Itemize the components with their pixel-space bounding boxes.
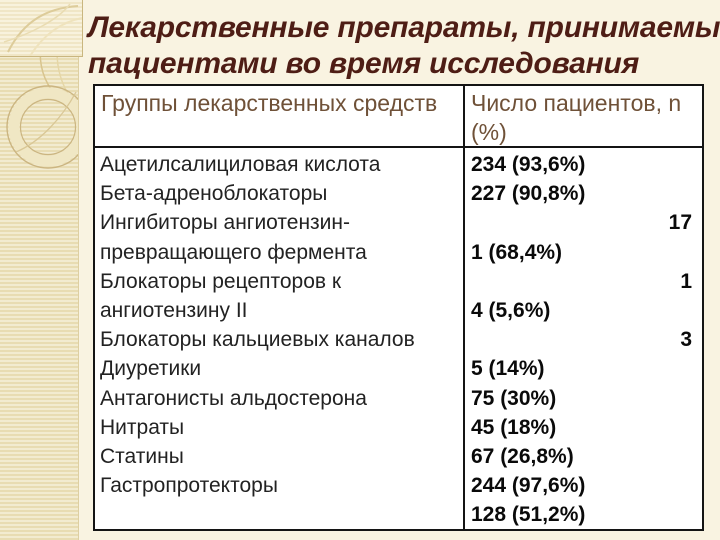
drug-group-line: Антагонисты альдостерона — [100, 386, 367, 410]
drug-group-line: ангиотензину II — [100, 298, 248, 322]
patient-count-cell: 234 (93,6%) 227 (90,8%) 17 1 (68,4%) 1 4… — [465, 148, 702, 529]
drug-group-line: Бета-адреноблокаторы — [100, 182, 328, 206]
value-line: 75 (30%) — [471, 386, 557, 410]
slide-title-line1: Лекарственные препараты, принимаемые — [88, 11, 720, 44]
value-line: 67 (26,8%) — [471, 444, 574, 468]
value-line: 3 — [680, 328, 692, 352]
drug-groups-cell: Ацетилсалициловая кислота Бета-адренобло… — [95, 148, 465, 529]
drug-group-line: Ингибиторы ангиотензин- — [100, 211, 351, 235]
header-drug-groups: Группы лекарственных средств — [95, 86, 465, 148]
medications-table: Группы лекарственных средств Число пацие… — [93, 84, 704, 531]
drug-group-line: Ацетилсалициловая кислота — [100, 153, 381, 176]
value-line: 1 — [680, 269, 692, 293]
drug-group-line: Нитраты — [100, 415, 185, 439]
value-line: 4 (5,6%) — [471, 298, 551, 322]
value-line: 1 (68,4%) — [471, 240, 563, 264]
drug-group-line: Диуретики — [100, 357, 202, 381]
leaf-swoosh-icon — [3, 3, 82, 56]
value-line: 227 (90,8%) — [471, 182, 586, 206]
drug-group-line: превращающего фермента — [100, 240, 367, 264]
value-line: 17 — [668, 211, 692, 235]
slide-title-line2: пациентами во время исследования — [88, 47, 640, 80]
value-line: 45 (18%) — [471, 415, 557, 439]
left-decor-stripe — [0, 0, 79, 540]
value-line: 234 (93,6%) — [471, 153, 586, 176]
value-line: 244 (97,6%) — [471, 474, 586, 498]
corner-ornament — [0, 0, 83, 57]
value-line: 5 (14%) — [471, 357, 545, 381]
ring-ornament-icon — [6, 1, 78, 169]
header-patient-count: Число пациентов, n (%) — [465, 86, 702, 148]
drug-group-line: Блокаторы кальциевых каналов — [100, 328, 415, 352]
drug-group-line — [100, 500, 460, 529]
value-line: 128 (51,2%) — [471, 503, 586, 527]
slide-title: Лекарственные препараты, принимаемые пац… — [88, 10, 720, 82]
drug-group-line: Статины — [100, 444, 184, 468]
drug-group-line: Блокаторы рецепторов к — [100, 269, 342, 293]
drug-group-line: Гастропротекторы — [100, 474, 278, 498]
